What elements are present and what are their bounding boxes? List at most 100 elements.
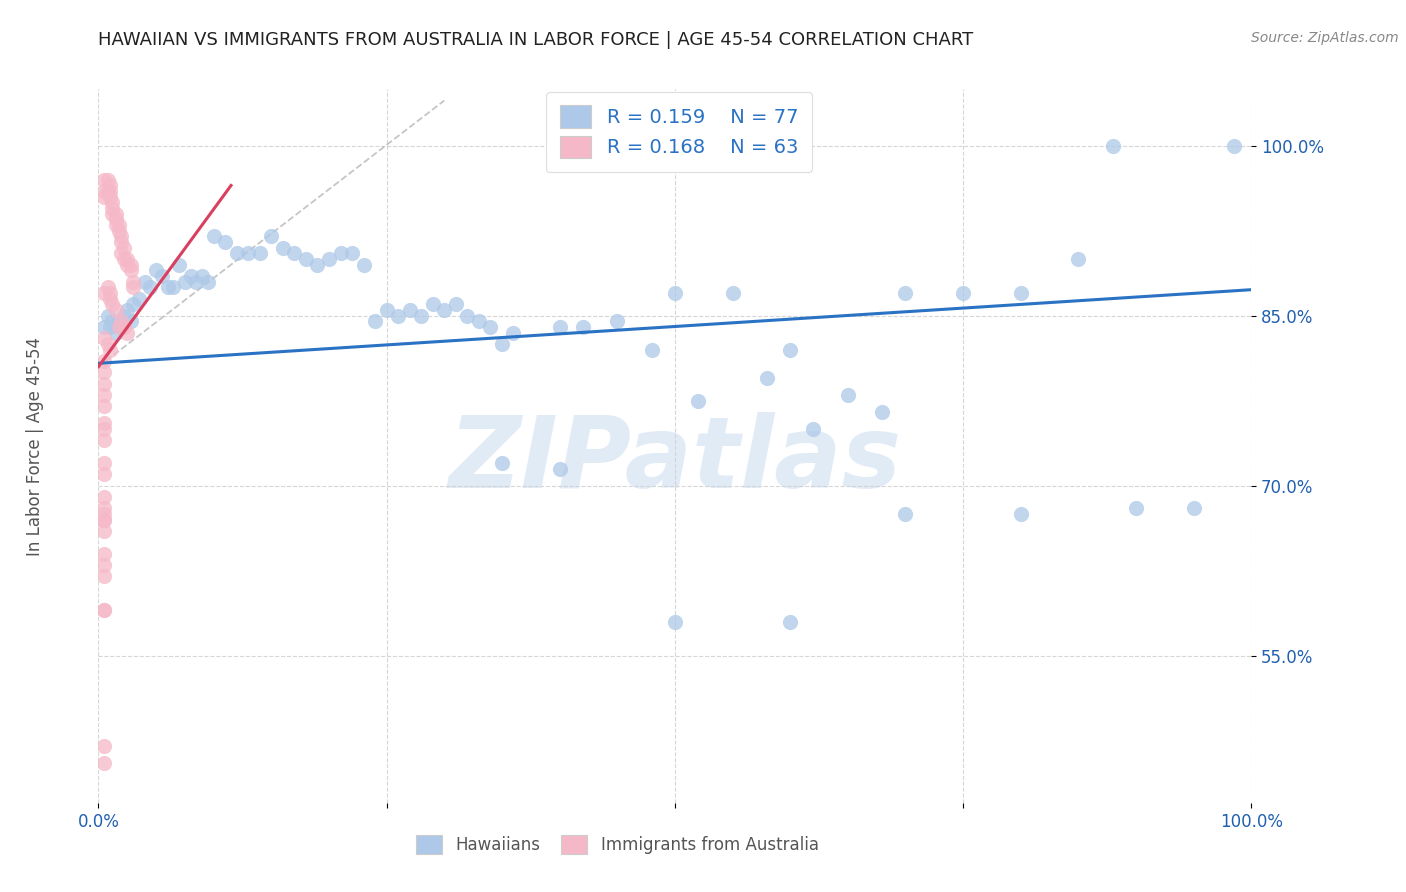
Point: [606, 314, 628, 328]
Point: [801, 422, 824, 436]
Text: In Labor Force | Age 45-54: In Labor Force | Age 45-54: [27, 336, 44, 556]
Point: [491, 456, 513, 470]
Point: [186, 275, 208, 289]
Point: [433, 303, 456, 318]
Point: [120, 258, 142, 272]
Point: [93, 422, 115, 436]
Point: [491, 337, 513, 351]
Point: [93, 400, 115, 414]
Point: [117, 303, 139, 318]
Point: [128, 292, 150, 306]
Point: [93, 184, 115, 198]
Point: [108, 314, 131, 328]
Point: [93, 467, 115, 482]
Point: [98, 320, 121, 334]
Point: [98, 184, 121, 198]
Point: [93, 417, 115, 431]
Point: [108, 320, 131, 334]
Point: [93, 603, 115, 617]
Point: [98, 343, 121, 357]
Point: [1010, 286, 1032, 301]
Point: [101, 201, 124, 215]
Point: [93, 756, 115, 771]
Point: [98, 178, 121, 193]
Point: [1182, 501, 1205, 516]
Point: [112, 309, 135, 323]
Text: Source: ZipAtlas.com: Source: ZipAtlas.com: [1251, 31, 1399, 45]
Point: [97, 184, 120, 198]
Point: [894, 507, 917, 521]
Point: [260, 229, 283, 244]
Point: [249, 246, 271, 260]
Point: [238, 246, 260, 260]
Point: [97, 337, 120, 351]
Point: [318, 252, 340, 266]
Point: [104, 207, 127, 221]
Point: [202, 229, 225, 244]
Point: [93, 513, 115, 527]
Point: [110, 314, 132, 328]
Point: [101, 207, 124, 221]
Point: [721, 286, 744, 301]
Point: [444, 297, 467, 311]
Point: [98, 292, 121, 306]
Point: [112, 320, 135, 334]
Point: [98, 286, 121, 301]
Point: [411, 309, 433, 323]
Point: [422, 297, 444, 311]
Point: [340, 246, 363, 260]
Point: [93, 434, 115, 448]
Point: [756, 371, 779, 385]
Point: [1125, 501, 1147, 516]
Point: [502, 326, 524, 340]
Point: [97, 309, 120, 323]
Point: [122, 297, 145, 311]
Point: [93, 365, 115, 379]
Point: [353, 258, 375, 272]
Point: [93, 547, 115, 561]
Point: [214, 235, 236, 249]
Point: [307, 258, 329, 272]
Point: [134, 275, 156, 289]
Point: [456, 309, 478, 323]
Point: [548, 320, 571, 334]
Point: [93, 320, 115, 334]
Point: [93, 490, 115, 504]
Point: [162, 280, 184, 294]
Point: [112, 241, 135, 255]
Point: [387, 309, 409, 323]
Point: [156, 280, 179, 294]
Point: [641, 343, 664, 357]
Point: [93, 513, 115, 527]
Point: [398, 303, 420, 318]
Point: [191, 269, 214, 284]
Point: [93, 376, 115, 391]
Point: [93, 354, 115, 368]
Point: [117, 258, 139, 272]
Point: [93, 739, 115, 754]
Point: [117, 252, 139, 266]
Point: [108, 224, 131, 238]
Point: [104, 212, 127, 227]
Point: [93, 331, 115, 345]
Point: [108, 218, 131, 232]
Point: [101, 314, 124, 328]
Point: [779, 615, 801, 629]
Point: [93, 603, 115, 617]
Point: [93, 190, 115, 204]
Point: [837, 388, 859, 402]
Point: [104, 303, 127, 318]
Point: [1010, 507, 1032, 521]
Point: [1223, 138, 1246, 153]
Point: [283, 246, 305, 260]
Point: [93, 173, 115, 187]
Point: [93, 388, 115, 402]
Point: [93, 501, 115, 516]
Text: ZIPatlas: ZIPatlas: [449, 412, 901, 508]
Point: [271, 241, 294, 255]
Point: [664, 615, 686, 629]
Point: [295, 252, 318, 266]
Point: [225, 246, 247, 260]
Point: [1102, 138, 1125, 153]
Legend: Hawaiians, Immigrants from Australia: Hawaiians, Immigrants from Australia: [404, 823, 831, 866]
